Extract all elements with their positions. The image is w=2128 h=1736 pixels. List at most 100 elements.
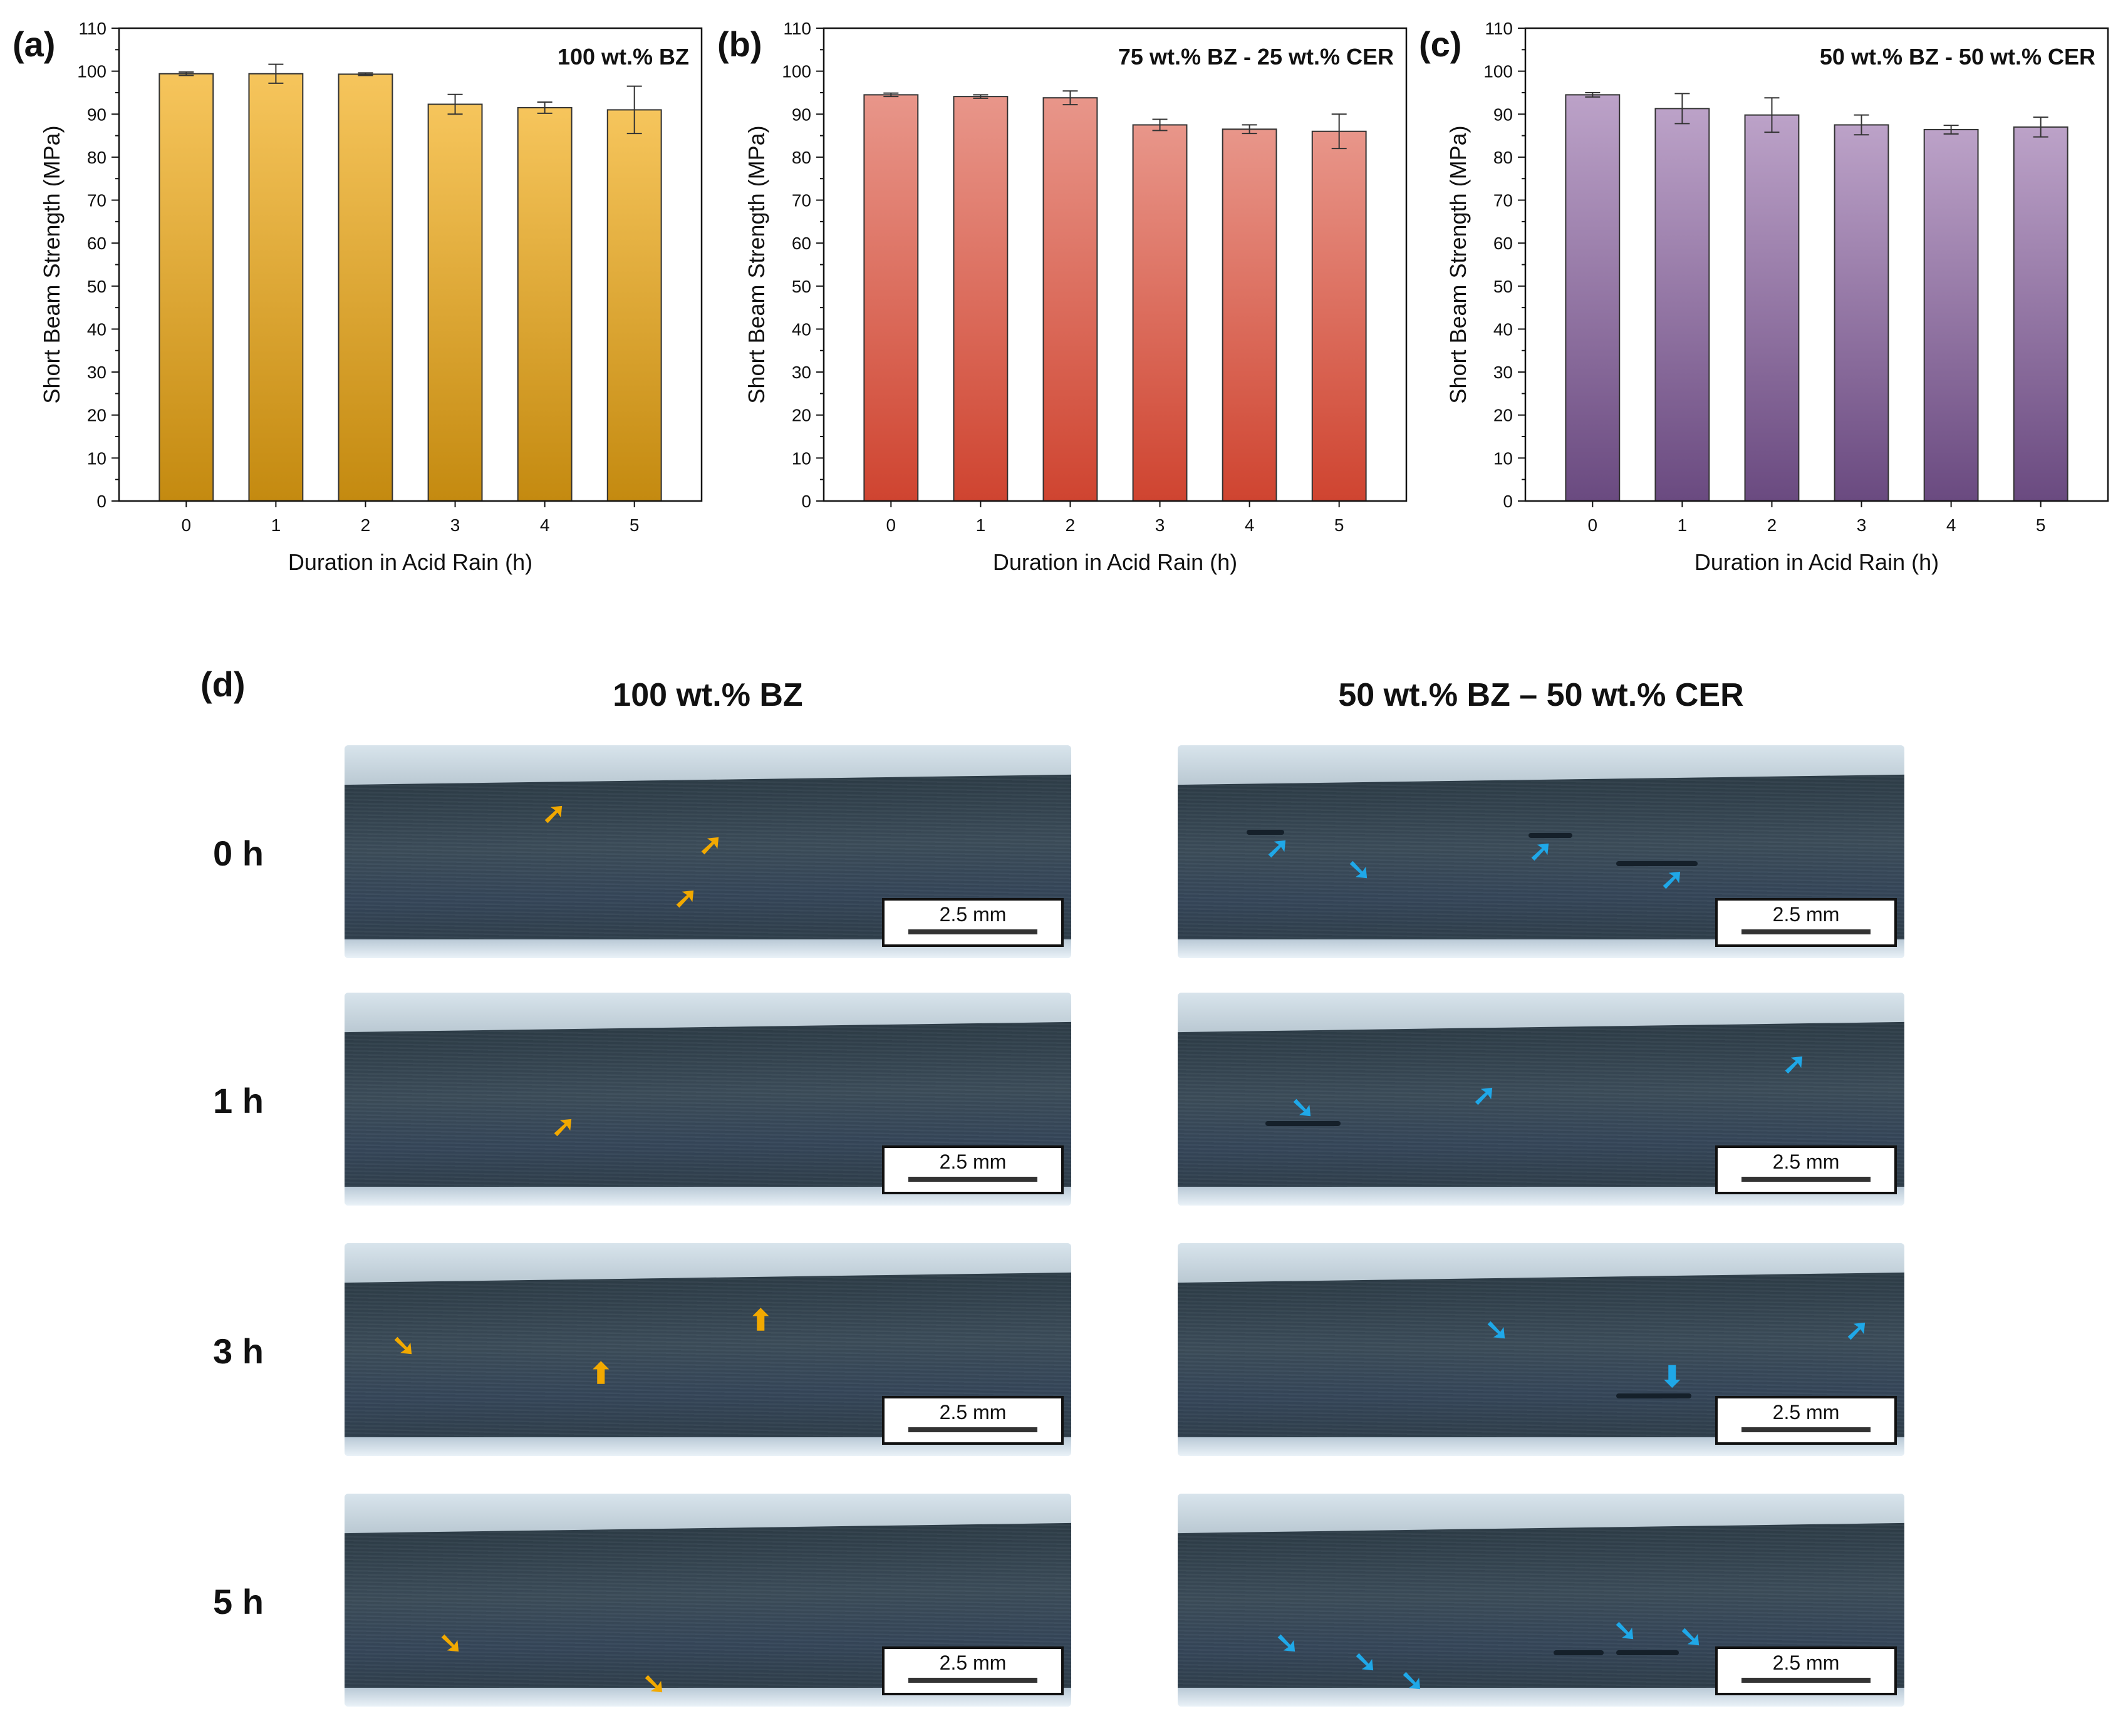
y-tick-label: 100 xyxy=(1483,62,1513,81)
bar xyxy=(1311,130,1367,502)
bar xyxy=(1132,124,1188,502)
defect-arrow-icon: ➘ xyxy=(392,1329,416,1361)
y-tick-label: 80 xyxy=(1493,148,1513,167)
defect-arrow-icon: ➘ xyxy=(439,1626,463,1659)
bar xyxy=(1834,124,1889,502)
y-tick-label: 70 xyxy=(1493,191,1513,210)
y-tick-label: 110 xyxy=(78,19,106,38)
defect-arrow-icon: ➚ xyxy=(698,828,723,860)
defect-arrow-icon: ➚ xyxy=(1782,1047,1807,1080)
y-tick-label: 100 xyxy=(77,62,106,81)
y-tick-label: 60 xyxy=(792,234,811,253)
y-tick-label: 40 xyxy=(1493,319,1513,339)
micrograph-blend-5h: ➘ ➘ ➘ ➘ ➘ 2.5 mm xyxy=(1178,1494,1904,1707)
x-axis-label: Duration in Acid Rain (h) xyxy=(1695,549,1939,575)
bar xyxy=(1222,128,1277,502)
x-tick-label: 5 xyxy=(630,515,640,535)
y-tick-label: 10 xyxy=(1493,448,1513,468)
defect-arrow-icon: ➘ xyxy=(1400,1664,1425,1697)
y-axis-label: Short Beam Strength (MPa) xyxy=(39,125,65,403)
x-tick-label: 3 xyxy=(1155,515,1165,535)
scale-bar: 2.5 mm xyxy=(882,898,1064,947)
y-tick-label: 30 xyxy=(87,363,106,382)
y-tick-label: 50 xyxy=(87,277,106,296)
chart-panel-1: 0 1 2 3 4 50102030405060708090100110Duration … xyxy=(717,19,1408,575)
scale-bar: 2.5 mm xyxy=(1715,898,1897,947)
x-axis-label: Duration in Acid Rain (h) xyxy=(288,549,532,575)
x-tick-label: 4 xyxy=(1245,515,1255,535)
chart-title: 100 wt.% BZ xyxy=(558,44,689,70)
panel-label: (a) xyxy=(13,24,55,64)
scale-bar: 2.5 mm xyxy=(882,1145,1064,1194)
x-tick-label: 3 xyxy=(1857,515,1867,535)
bar xyxy=(517,106,573,502)
defect-arrow-icon: ➚ xyxy=(1472,1078,1497,1111)
bar xyxy=(248,73,304,502)
bar xyxy=(338,73,393,502)
column-heading-blend: 50 wt.% BZ – 50 wt.% CER xyxy=(1338,677,1744,713)
defect-arrow-icon: ➘ xyxy=(1679,1620,1703,1653)
defect-arrow-icon: ⬇ xyxy=(1660,1360,1684,1393)
defect-arrow-icon: ➚ xyxy=(1660,862,1684,895)
micrograph-bz-1h: ➚ 2.5 mm xyxy=(345,993,1071,1206)
defect-arrow-icon: ➘ xyxy=(1485,1313,1509,1346)
x-tick-label: 4 xyxy=(1946,515,1956,535)
micrograph-blend-0h: ➚ ➘ ➚ ➚ 2.5 mm xyxy=(1178,745,1904,958)
defect-arrow-icon: ➚ xyxy=(1265,831,1290,864)
bar xyxy=(863,94,919,502)
y-tick-label: 100 xyxy=(782,62,811,81)
bar xyxy=(606,109,662,502)
y-tick-label: 20 xyxy=(87,406,106,425)
bar xyxy=(1654,108,1710,502)
y-tick-label: 90 xyxy=(1493,105,1513,124)
defect-arrow-icon: ➘ xyxy=(642,1667,667,1700)
row-label-5h: 5 h xyxy=(213,1582,264,1621)
x-tick-label: 5 xyxy=(1334,515,1344,535)
x-tick-label: 1 xyxy=(976,515,986,535)
chart-panel-2: 0 1 2 3 4 50102030405060708090100110Duration … xyxy=(1419,19,2109,575)
x-tick-label: 5 xyxy=(2036,515,2046,535)
charts-row: 0 1 2 3 4 5 0 10 20 30 40 50 60 70 80 90 100 110 Duration … xyxy=(0,0,2128,601)
scale-bar-text: 2.5 mm xyxy=(939,1401,1007,1423)
bar xyxy=(1565,94,1621,502)
micrograph-bz-3h: ➘ ⬆ ⬆ 2.5 mm xyxy=(345,1243,1071,1456)
defect-arrow-icon: ➚ xyxy=(673,881,698,914)
x-tick-label: 1 xyxy=(271,515,281,535)
defect-arrow-icon: ⬆ xyxy=(589,1357,613,1390)
scale-bar-text: 2.5 mm xyxy=(1772,903,1840,926)
bar xyxy=(1744,114,1800,502)
defect-arrow-icon: ➚ xyxy=(551,1110,576,1142)
row-label-0h: 0 h xyxy=(213,834,264,873)
scale-bar: 2.5 mm xyxy=(1715,1646,1897,1695)
y-tick-label: 80 xyxy=(87,148,106,167)
defect-arrow-icon: ➚ xyxy=(542,797,566,829)
y-tick-label: 70 xyxy=(87,191,106,210)
micrograph-blend-3h: ➘ ➚ ⬇ 2.5 mm xyxy=(1178,1243,1904,1456)
y-tick-label: 90 xyxy=(87,105,106,124)
bar xyxy=(953,96,1009,502)
x-tick-label: 4 xyxy=(540,515,550,535)
y-tick-label: 10 xyxy=(87,448,106,468)
column-heading-bz: 100 wt.% BZ xyxy=(613,677,803,713)
y-tick-label: 40 xyxy=(792,319,811,339)
defect-arrow-icon: ➚ xyxy=(1845,1313,1869,1346)
y-tick-label: 0 xyxy=(96,492,106,511)
scale-bar: 2.5 mm xyxy=(1715,1145,1897,1194)
micrograph-blend-1h: ➘ ➚ ➚ 2.5 mm xyxy=(1178,993,1904,1206)
y-tick-label: 40 xyxy=(87,319,106,339)
x-axis-label: Duration in Acid Rain (h) xyxy=(993,549,1237,575)
y-tick-label: 30 xyxy=(792,363,811,382)
bar xyxy=(1042,97,1098,502)
y-tick-label: 0 xyxy=(1503,492,1513,511)
bar xyxy=(2013,126,2068,502)
y-tick-label: 60 xyxy=(87,234,106,253)
defect-arrow-icon: ➘ xyxy=(1275,1626,1299,1659)
scale-bar-text: 2.5 mm xyxy=(939,1150,1007,1173)
panel-label: (b) xyxy=(717,24,762,64)
y-tick-label: 80 xyxy=(792,148,811,167)
y-tick-label: 20 xyxy=(1493,406,1513,425)
y-tick-label: 10 xyxy=(792,448,811,468)
panel-label: (c) xyxy=(1419,24,1461,64)
chart-title: 75 wt.% BZ - 25 wt.% CER xyxy=(1118,44,1394,70)
y-tick-label: 110 xyxy=(783,19,811,38)
